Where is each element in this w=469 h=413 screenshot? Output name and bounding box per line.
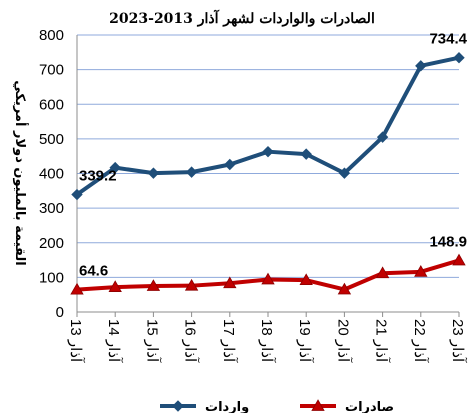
data-point-exports — [184, 278, 199, 291]
data-point-imports — [71, 188, 83, 201]
data-point-exports — [261, 272, 275, 285]
x-tick-label: آذار 17 — [220, 319, 238, 363]
data-label-imports: 734.4 — [429, 31, 467, 48]
series-group — [70, 52, 466, 295]
x-tick-label: آذار 22 — [411, 319, 429, 363]
data-point-exports — [299, 273, 313, 286]
data-label-exports: 64.6 — [79, 263, 108, 280]
x-tick-label: آذار 23 — [449, 319, 467, 363]
chart-title: الصادرات والواردات لشهر آذار 2013-2023 — [109, 9, 375, 27]
data-point-exports — [223, 276, 237, 289]
data-point-exports — [70, 282, 84, 295]
data-point-imports — [338, 167, 351, 179]
y-tick-label: 0 — [56, 304, 64, 321]
y-tick-label: 500 — [39, 131, 64, 148]
axes: 0 100 200 300 400 500 600 700 800 آذار 13 آذار 14 آ… — [39, 27, 467, 363]
data-point-exports — [108, 280, 122, 292]
y-tick-label: 600 — [39, 96, 64, 113]
data-point-imports — [453, 52, 465, 64]
y-tick-label: 200 — [39, 235, 64, 252]
data-point-imports — [109, 161, 121, 174]
data-point-imports — [147, 167, 160, 179]
x-tick-label: آذار 20 — [334, 319, 352, 363]
data-label-imports: 339.2 — [79, 168, 117, 185]
y-tick-label: 300 — [39, 200, 64, 217]
data-point-imports — [415, 60, 427, 72]
data-point-imports — [224, 158, 236, 171]
data-point-exports — [375, 266, 390, 279]
y-tick-label: 400 — [39, 166, 64, 183]
y-tick-label: 700 — [39, 62, 64, 79]
legend-label-imports: واردات — [205, 400, 249, 413]
data-point-imports — [262, 145, 274, 158]
x-tick-label: آذار 13 — [67, 319, 85, 363]
gridlines — [77, 34, 459, 278]
y-axis-label: القيمة بالمليون دولار أمريكي — [12, 80, 29, 266]
legend-label-exports: صادرات — [345, 400, 394, 413]
data-point-exports — [337, 282, 352, 295]
data-point-exports — [414, 265, 428, 277]
y-tick-label: 100 — [39, 269, 64, 286]
legend-marker-imports — [172, 400, 184, 412]
x-tick-label: آذار 16 — [182, 319, 200, 363]
data-point-exports — [452, 253, 466, 266]
x-tick-label: آذار 19 — [296, 319, 314, 363]
x-tick-label: آذار 21 — [373, 319, 391, 363]
series-line-imports — [75, 55, 460, 197]
data-point-imports — [376, 131, 389, 143]
data-label-exports: 148.9 — [429, 233, 467, 250]
x-tick-label: آذار 15 — [143, 319, 161, 363]
x-tick-label: آذار 14 — [105, 319, 123, 363]
legend-marker-exports — [311, 399, 325, 411]
y-tick-label: 800 — [39, 27, 64, 44]
x-tick-label: آذار 18 — [258, 319, 276, 363]
data-labels: 339.2 734.4 64.6 148.9 — [79, 31, 468, 280]
legend: واردات صادرات — [160, 399, 394, 413]
data-point-imports — [185, 166, 198, 178]
data-point-imports — [300, 148, 312, 160]
data-point-exports — [146, 279, 161, 291]
